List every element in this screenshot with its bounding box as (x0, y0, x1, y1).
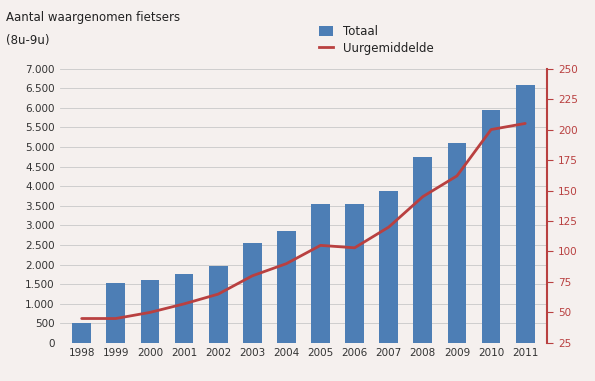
Bar (345, 204, 364, 343)
Bar (107, 283, 125, 343)
Bar (447, 143, 466, 343)
Bar (516, 85, 534, 343)
Text: (8u-9u): (8u-9u) (6, 34, 49, 47)
Bar (140, 280, 159, 343)
Bar (380, 191, 398, 343)
Text: Aantal waargenomen fietsers: Aantal waargenomen fietsers (6, 11, 180, 24)
Bar (209, 266, 227, 343)
Bar (73, 323, 91, 343)
Bar (482, 110, 500, 343)
Bar (311, 204, 330, 343)
Bar (414, 157, 432, 343)
Bar (277, 231, 296, 343)
Legend: Totaal, Uurgemiddelde: Totaal, Uurgemiddelde (319, 25, 434, 54)
Bar (175, 274, 193, 343)
Bar (243, 243, 262, 343)
